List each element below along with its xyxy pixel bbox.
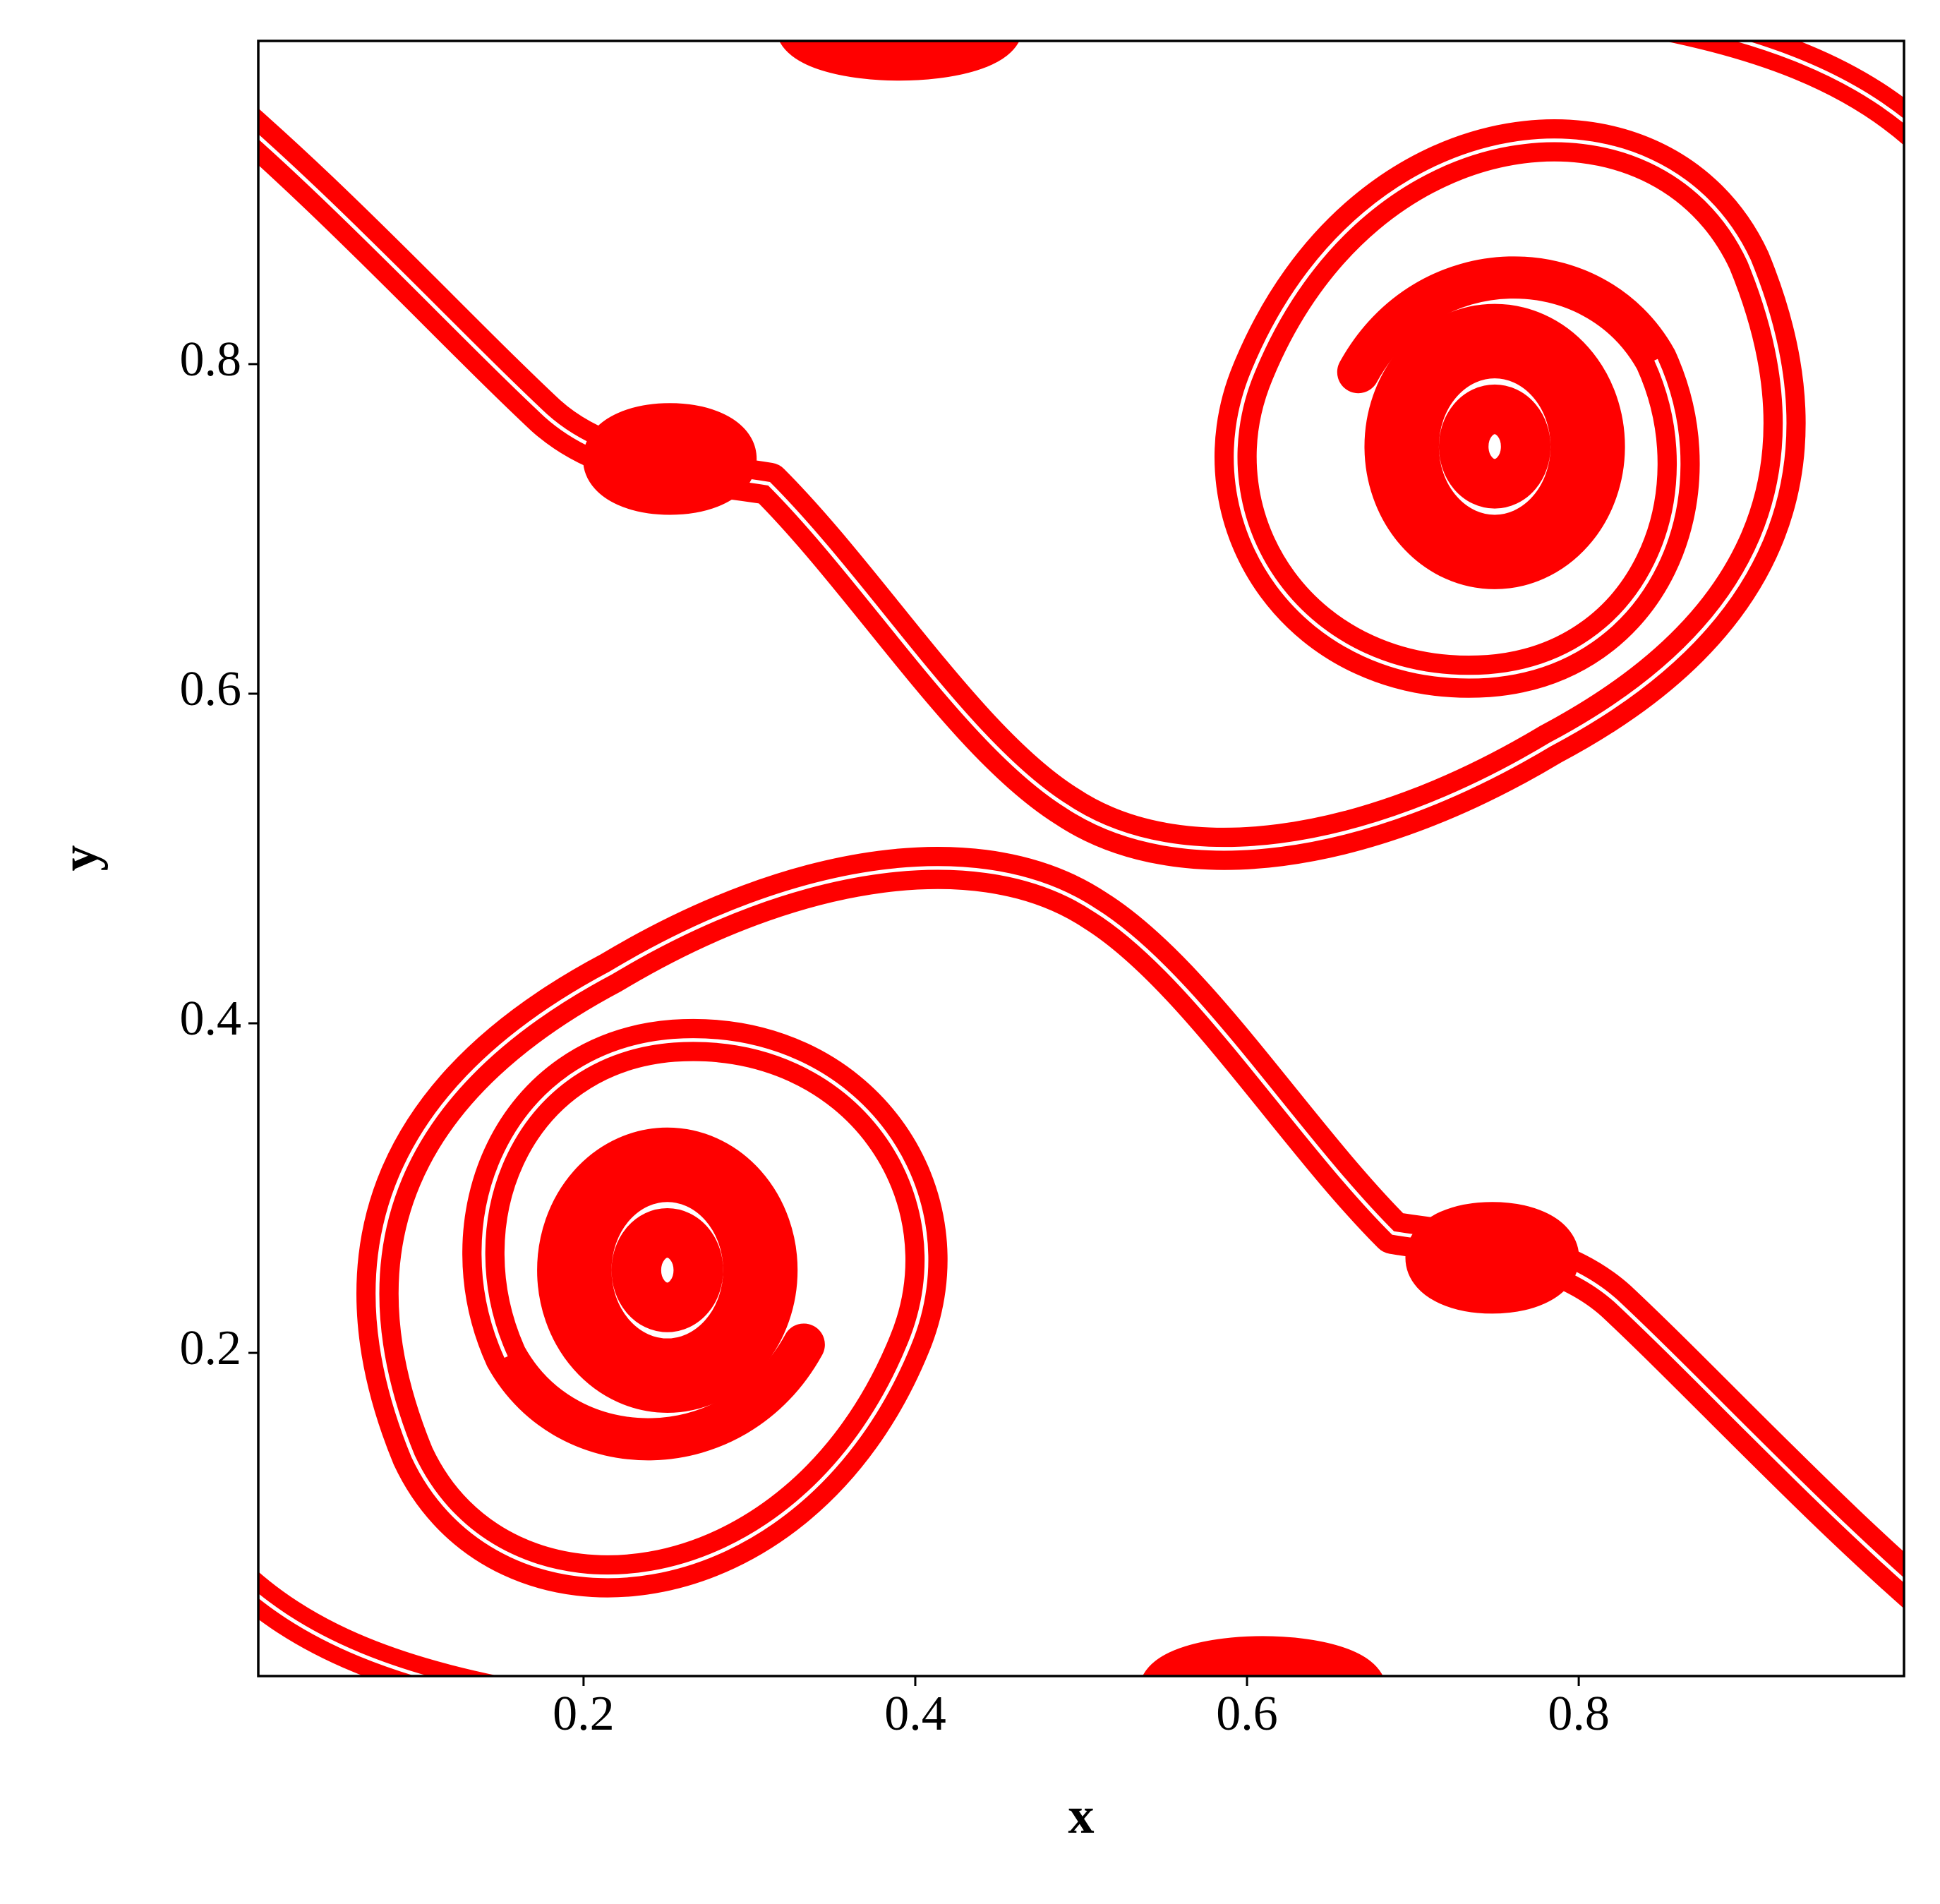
x-tick-label: 0.4 <box>884 1687 946 1741</box>
y-tick-label: 0.6 <box>180 662 242 716</box>
x-axis-label: x <box>1068 1787 1095 1845</box>
y-tick-label: 0.2 <box>180 1321 242 1375</box>
y-tick-label: 0.8 <box>180 332 242 387</box>
y-tick-label: 0.4 <box>180 992 242 1046</box>
x-tick-label: 0.6 <box>1216 1687 1278 1741</box>
contour-lines <box>186 0 1940 1723</box>
x-tick-label: 0.8 <box>1548 1687 1610 1741</box>
x-tick-label: 0.2 <box>553 1687 615 1741</box>
plot-frame <box>257 40 1905 1677</box>
y-axis-label: y <box>51 845 109 872</box>
